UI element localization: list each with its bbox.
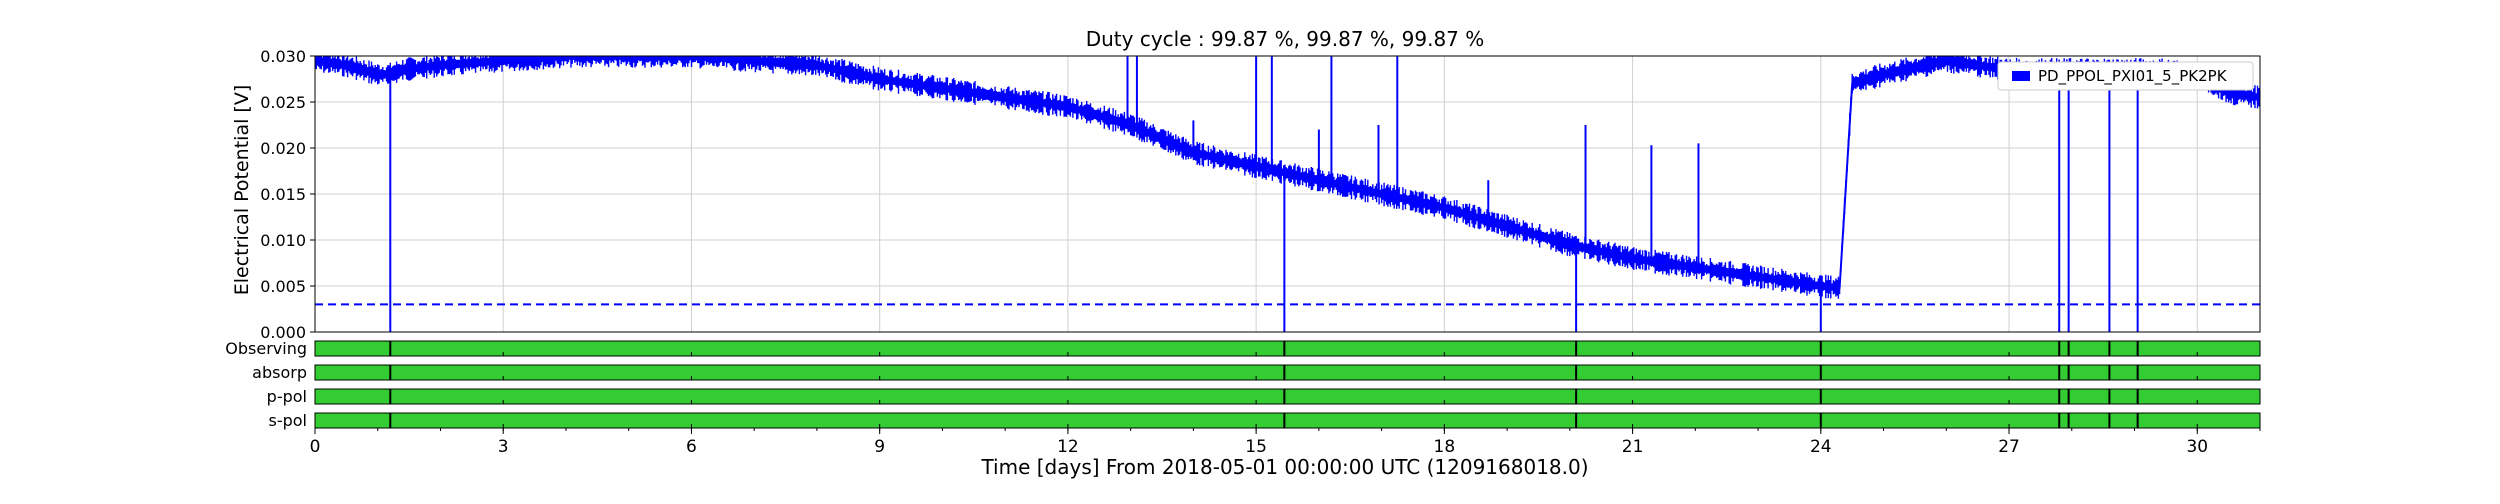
x-axis-ticks: 0 3 6 9 12 15 18 21 24 27 30 bbox=[310, 428, 2261, 457]
x-tick-label: 0 bbox=[310, 437, 321, 457]
y-tick-label: 0.025 bbox=[260, 93, 306, 112]
x-tick-label: 30 bbox=[2186, 437, 2208, 457]
x-axis-label: Time [days] From 2018-05-01 00:00:00 UTC… bbox=[980, 455, 1588, 479]
legend-box bbox=[1997, 61, 2254, 91]
state-row-label: Observing bbox=[225, 339, 307, 358]
x-tick-label: 9 bbox=[874, 437, 885, 457]
y-axis-ticks: 0.000 0.005 0.010 0.015 0.020 0.025 0.030 bbox=[260, 47, 315, 342]
state-segment-panels: Observing absorp p-pol s-pol bbox=[225, 339, 2261, 430]
x-tick-label: 6 bbox=[686, 437, 697, 457]
y-tick-label: 0.005 bbox=[260, 277, 306, 296]
x-tick-label: 24 bbox=[1810, 437, 1832, 457]
legend-label: PD_PPOL_PXI01_5_PK2PK bbox=[2038, 67, 2228, 86]
x-tick-label: 3 bbox=[498, 437, 509, 457]
state-row-label: p-pol bbox=[267, 387, 307, 406]
y-tick-label: 0.020 bbox=[260, 139, 306, 158]
y-axis-label: Electrical Potential [V] bbox=[231, 85, 253, 295]
x-tick-label: 18 bbox=[1434, 437, 1456, 457]
state-row-bar bbox=[314, 412, 2261, 429]
y-tick-label: 0.010 bbox=[260, 231, 306, 250]
legend: PD_PPOL_PXI01_5_PK2PK bbox=[1997, 61, 2254, 91]
series-noise-band bbox=[315, 56, 2260, 299]
y-tick-label: 0.015 bbox=[260, 185, 306, 204]
state-row-bar bbox=[314, 388, 2261, 405]
x-tick-label: 27 bbox=[1998, 437, 2020, 457]
chart-title: Duty cycle : 99.87 %, 99.87 %, 99.87 % bbox=[1086, 27, 1485, 51]
y-tick-label: 0.000 bbox=[260, 323, 306, 342]
y-tick-label: 0.030 bbox=[260, 47, 306, 66]
x-tick-label: 21 bbox=[1622, 437, 1644, 457]
main-gridlines bbox=[314, 55, 2260, 333]
state-row-label: absorp bbox=[252, 363, 307, 382]
x-tick-label: 12 bbox=[1057, 437, 1079, 457]
legend-swatch bbox=[2012, 71, 2030, 81]
x-tick-label: 15 bbox=[1245, 437, 1267, 457]
state-row-bar bbox=[314, 364, 2261, 381]
state-row-label: s-pol bbox=[269, 411, 308, 430]
plot-area bbox=[315, 56, 2260, 332]
state-row-bar bbox=[314, 340, 2261, 357]
series-group bbox=[315, 56, 2260, 332]
